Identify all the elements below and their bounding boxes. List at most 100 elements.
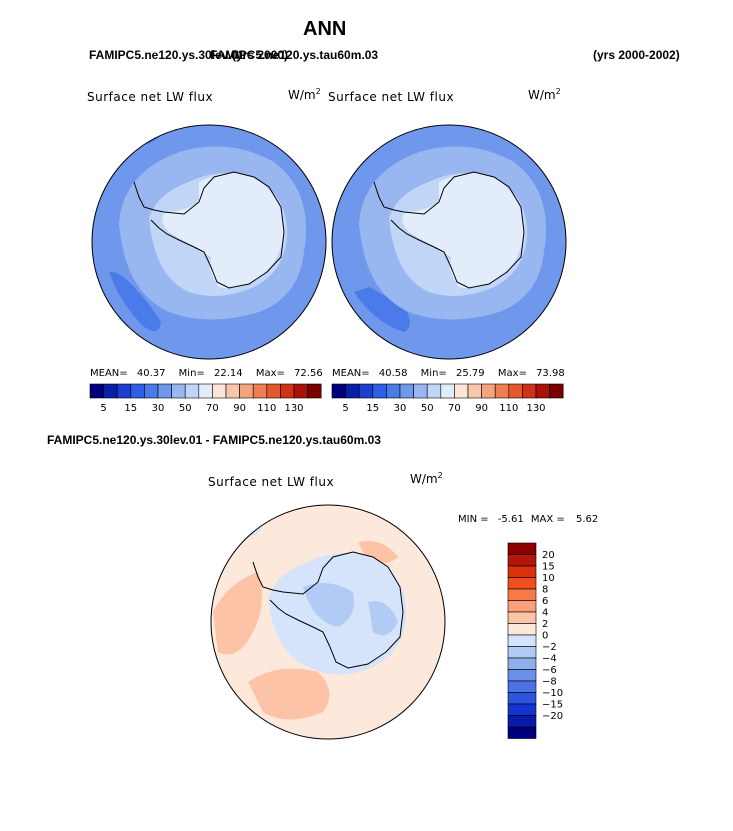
colorbar-swatch	[399, 383, 414, 399]
colorbar-swatch	[507, 623, 537, 636]
colorbar-tick-label: 5	[100, 403, 106, 414]
diff-stats: MIN = -5.61 MAX = 5.62	[458, 514, 598, 525]
colorbar-swatch	[307, 383, 322, 399]
case-name-a: FAMIPC5.ne120.ys.30lev.01	[89, 48, 245, 62]
panel1-units: W/m2	[288, 87, 321, 102]
colorbar-swatch	[157, 383, 172, 399]
colorbar-tick-label: −20	[542, 711, 563, 722]
colorbar-tick-label: 110	[499, 403, 518, 414]
colorbar-swatch	[467, 383, 482, 399]
colorbar-swatch	[507, 634, 537, 647]
colorbar-swatch	[507, 565, 537, 578]
colorbar-swatch	[413, 383, 428, 399]
colorbar-swatch	[535, 383, 550, 399]
panel2-stats: MEAN= 40.58 Min= 25.79 Max= 73.98	[332, 368, 565, 379]
diff-units-exp: 2	[437, 471, 443, 480]
colorbar-tick-label: 30	[394, 403, 407, 414]
colorbar-swatch	[426, 383, 442, 399]
panel2-mean-label: MEAN=	[332, 368, 370, 379]
panel2-label: Surface net LW flux	[328, 90, 455, 104]
panel1-min-label: Min=	[178, 368, 205, 379]
colorbar-tick-label: 0	[542, 631, 548, 642]
colorbar-swatch	[331, 383, 346, 399]
colorbar-swatch	[494, 383, 510, 399]
colorbar-swatch	[386, 383, 401, 399]
colorbar-swatch	[522, 383, 537, 399]
colorbar-swatch	[507, 588, 537, 601]
colorbar-swatch	[507, 577, 537, 590]
deep-ocean-patch	[354, 287, 410, 332]
colorbar-tick-label: −4	[542, 654, 557, 665]
difference-title: FAMIPC5.ne120.ys.30lev.01 - FAMIPC5.ne12…	[47, 433, 381, 447]
colorbar-swatch	[507, 600, 537, 613]
colorbar-tick-label: −10	[542, 688, 563, 699]
colorbar-swatch	[507, 680, 537, 693]
colorbar-swatch	[507, 726, 537, 739]
colorbar-swatch	[225, 383, 240, 399]
colorbar-swatch	[372, 383, 387, 399]
colorbar-tick-label: −6	[542, 665, 557, 676]
colorbar-swatch	[507, 703, 537, 716]
panel1-stats: MEAN= 40.37 Min= 22.14 Max= 72.56	[90, 368, 323, 379]
colorbar-swatch	[116, 383, 132, 399]
colorbar-swatch	[130, 383, 145, 399]
diff-min-value: -5.61	[497, 514, 524, 525]
colorbar-swatch	[280, 383, 295, 399]
colorbar-tick-label: −2	[542, 642, 557, 653]
plot-title: ANN	[303, 18, 347, 40]
diff-max-label: MAX =	[530, 514, 565, 525]
colorbar-swatch	[507, 692, 537, 705]
colorbar-tick-label: 50	[179, 403, 192, 414]
panel1-mean-label: MEAN=	[90, 368, 128, 379]
colorbar-swatch	[507, 715, 537, 728]
coastline	[252, 551, 404, 669]
panel1-label: Surface net LW flux	[87, 90, 214, 104]
warm-patch	[248, 668, 330, 720]
panel1-mean-value: 40.37	[136, 368, 166, 379]
colorbar-tick-label: 70	[448, 403, 461, 414]
colorbar-swatch	[507, 554, 537, 567]
panel1-max-label: Max=	[255, 368, 285, 379]
colorbar-swatch	[507, 542, 537, 555]
warm-patch	[213, 572, 262, 655]
panel1-min-value: 22.14	[213, 368, 243, 379]
colorbar-swatch	[507, 646, 537, 659]
deep-ocean-patch	[109, 271, 161, 331]
colorbar-tick-label: 90	[475, 403, 488, 414]
diff-units-base: W/m	[410, 472, 438, 486]
colorbar-swatch	[103, 383, 118, 399]
colorbar-tick-label: 5	[342, 403, 348, 414]
colorbar-swatch	[508, 383, 523, 399]
cool-patch	[303, 583, 354, 627]
colorbar-tick-label: −15	[542, 700, 563, 711]
colorbar-tick-label: 4	[542, 608, 548, 619]
colorbar-swatch	[89, 383, 104, 399]
colorbar-swatch	[184, 383, 200, 399]
panel1-max-value: 72.56	[294, 368, 323, 379]
colorbar-tick-label: 20	[542, 550, 555, 561]
colorbar-swatch	[198, 383, 213, 399]
diff-max-value: 5.62	[575, 514, 599, 525]
diff-panel-label: Surface net LW flux	[208, 475, 335, 489]
colorbar-swatch	[239, 383, 254, 399]
colorbar-swatch	[171, 383, 186, 399]
coastline	[373, 171, 525, 289]
diff-panel-units: W/m2	[410, 471, 443, 486]
colorbar-tick-label: 70	[206, 403, 219, 414]
cool-patch	[368, 601, 398, 636]
colorbar-swatch	[507, 657, 537, 670]
colorbar-panel-2: 5 15 30 50 70 90 110 130	[331, 383, 564, 414]
panel2-units-base: W/m	[528, 88, 556, 102]
years-label-a: (yrs 2000)	[232, 48, 289, 62]
panel1-units-exp: 2	[315, 87, 321, 96]
panel2-min-label: Min=	[420, 368, 447, 379]
colorbar-tick-label: −8	[542, 677, 557, 688]
panel2-units: W/m2	[528, 87, 561, 102]
panel2-max-label: Max=	[497, 368, 527, 379]
diff-min-label: MIN =	[458, 514, 489, 525]
colorbar-swatch	[266, 383, 281, 399]
panel1-units-base: W/m	[288, 88, 316, 102]
colorbar-swatch	[144, 383, 159, 399]
map-panel-2	[331, 124, 567, 360]
